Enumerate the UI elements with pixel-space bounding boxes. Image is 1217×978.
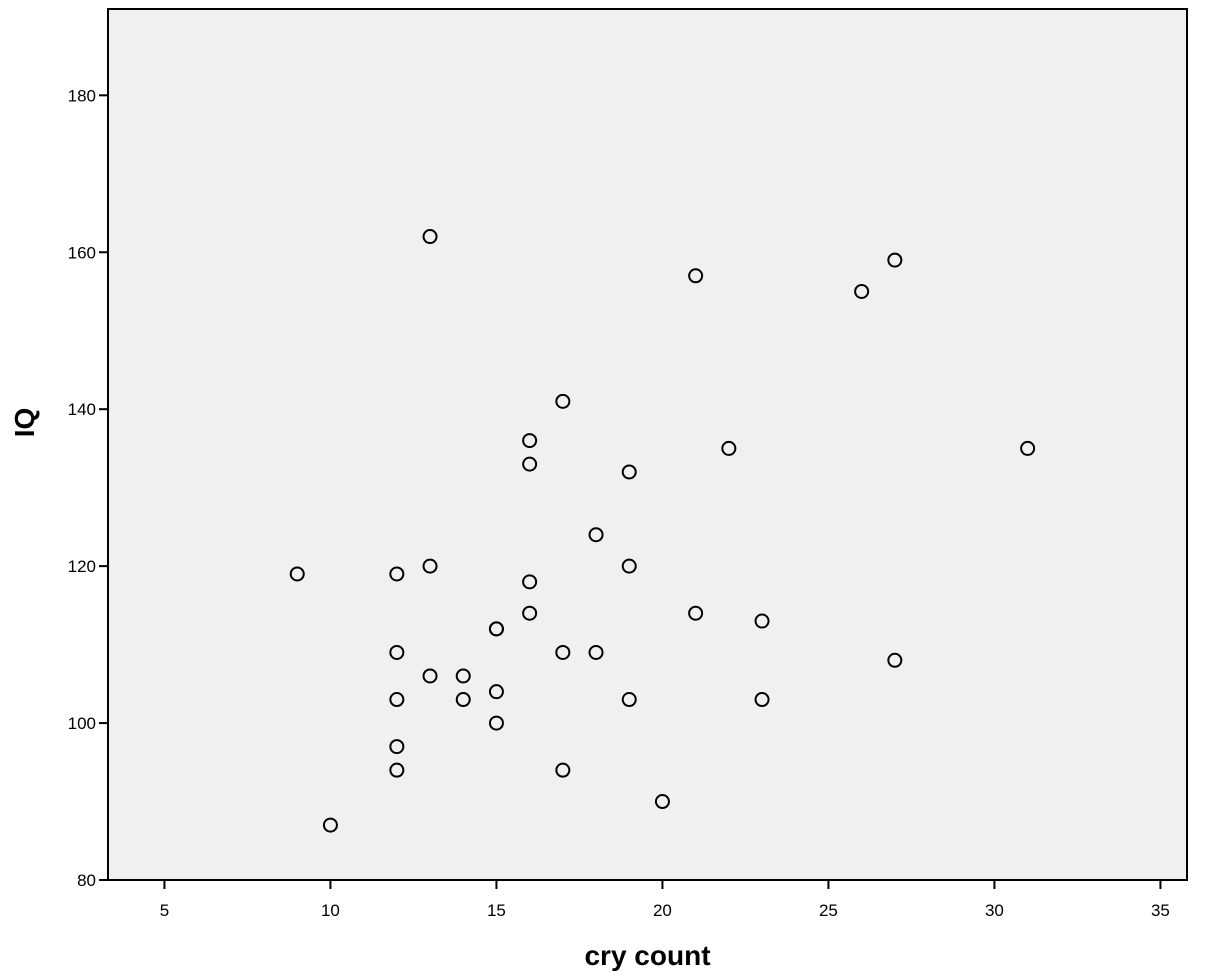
data-point (621, 692, 637, 708)
data-point (422, 558, 438, 574)
data-point (522, 456, 538, 472)
x-axis: 5 10 15 20 25 30 35 (160, 880, 1170, 920)
data-point (488, 621, 504, 637)
y-tick-label: 120 (68, 557, 96, 576)
data-point (422, 229, 438, 245)
data-point (555, 762, 571, 778)
data-point (887, 652, 903, 668)
data-point (389, 762, 405, 778)
y-tick-label: 80 (77, 871, 96, 890)
data-point (455, 668, 471, 684)
data-point (522, 433, 538, 449)
data-point (555, 644, 571, 660)
data-point (588, 644, 604, 660)
data-point (854, 283, 870, 299)
data-point (522, 605, 538, 621)
data-point (389, 566, 405, 582)
x-tick-label: 15 (487, 901, 506, 920)
data-point (488, 684, 504, 700)
y-tick-label: 180 (68, 86, 96, 105)
x-axis-title: cry count (584, 940, 710, 971)
data-point (289, 566, 305, 582)
data-point (688, 268, 704, 284)
y-tick-label: 140 (68, 400, 96, 419)
y-axis-title: IQ (9, 408, 40, 438)
x-tick-label: 5 (160, 901, 169, 920)
data-point (522, 574, 538, 590)
plot-area (107, 8, 1188, 881)
y-tick-label: 160 (68, 243, 96, 262)
data-point (389, 644, 405, 660)
data-point (754, 692, 770, 708)
data-point (754, 613, 770, 629)
x-tick-label: 35 (1151, 901, 1170, 920)
data-point (887, 252, 903, 268)
y-tick-label: 100 (68, 714, 96, 733)
x-tick-label: 20 (653, 901, 672, 920)
data-point (488, 715, 504, 731)
data-point (721, 440, 737, 456)
data-point (621, 464, 637, 480)
data-point (389, 692, 405, 708)
data-point (422, 668, 438, 684)
data-point (588, 527, 604, 543)
data-point (1020, 440, 1036, 456)
data-point (455, 692, 471, 708)
data-point (621, 558, 637, 574)
x-tick-label: 25 (819, 901, 838, 920)
x-tick-label: 30 (985, 901, 1004, 920)
y-axis: 80 100 120 140 160 180 (68, 86, 108, 890)
x-tick-label: 10 (321, 901, 340, 920)
data-point (688, 605, 704, 621)
data-point (654, 794, 670, 810)
data-point (322, 817, 338, 833)
data-point (555, 393, 571, 409)
data-point (389, 739, 405, 755)
data-points (289, 229, 1036, 833)
